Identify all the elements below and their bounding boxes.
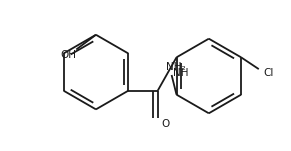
Text: O: O — [162, 119, 170, 129]
Text: NH: NH — [173, 68, 189, 78]
Text: OH: OH — [61, 50, 77, 60]
Text: Cl: Cl — [263, 68, 274, 78]
Text: NH₂: NH₂ — [166, 62, 185, 72]
